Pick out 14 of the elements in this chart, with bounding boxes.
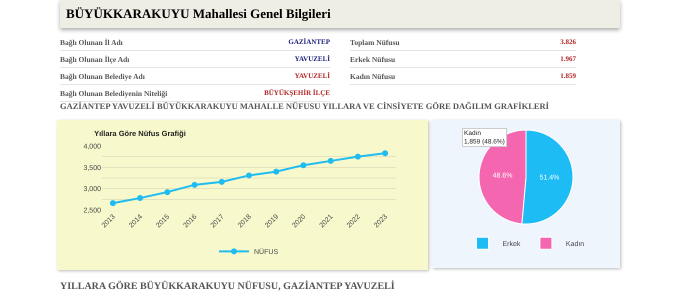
point [354,154,361,160]
point [328,158,334,164]
point [192,182,198,188]
point [164,189,170,196]
point [218,178,225,185]
point [110,200,116,206]
point [273,168,280,175]
point [382,150,388,156]
text: YILLARA GÖRE BÜYÜKKARAKUYU NÜFUSU, GAZİANTEP YAVUZELİ [60,281,395,292]
point [137,195,144,202]
text: GAZİANTEP YAVUZELİ BÜYÜKKARAKUYU MAHALLE NÜFUSU YILLARA VE CİNSİYETE GÖRE DAĞILIM GRAFİKLERİ [60,101,549,111]
text: BÜYÜKKARAKUYU Mahallesi Genel Bilgileri [60,0,620,28]
point [246,172,252,178]
point [300,162,306,168]
